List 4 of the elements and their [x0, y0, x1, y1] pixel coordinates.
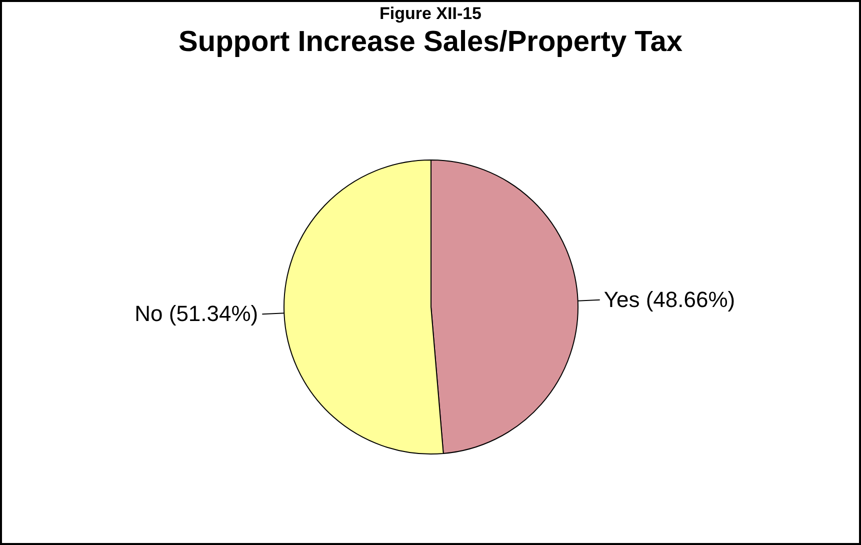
slice-label: Yes (48.66%) [604, 286, 736, 312]
text: Figure XII-15 [379, 4, 482, 23]
slice-label: No (51.34%) [134, 301, 258, 326]
chart-title: Support Increase Sales/Property Tax [178, 26, 682, 58]
